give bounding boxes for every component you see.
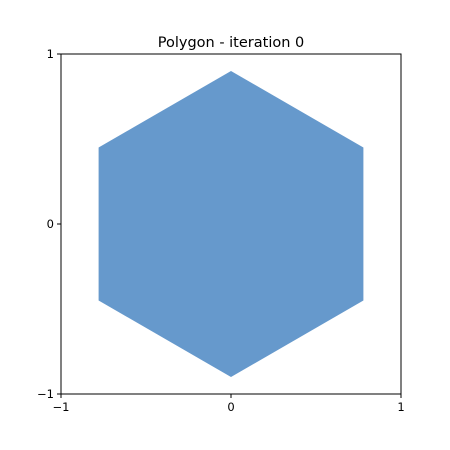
y-tick-label: −1 — [37, 387, 54, 401]
chart-title: Polygon - iteration 0 — [158, 35, 305, 51]
x-tick-label: 0 — [227, 400, 234, 414]
hexagon-polygon — [98, 71, 364, 377]
x-axis: −1 0 1 — [53, 394, 405, 414]
x-tick-label: 1 — [397, 400, 404, 414]
y-axis: −1 0 1 — [37, 47, 61, 401]
y-tick-label: 0 — [47, 217, 54, 231]
y-tick-label: 1 — [47, 47, 54, 61]
x-tick-label: −1 — [53, 400, 70, 414]
